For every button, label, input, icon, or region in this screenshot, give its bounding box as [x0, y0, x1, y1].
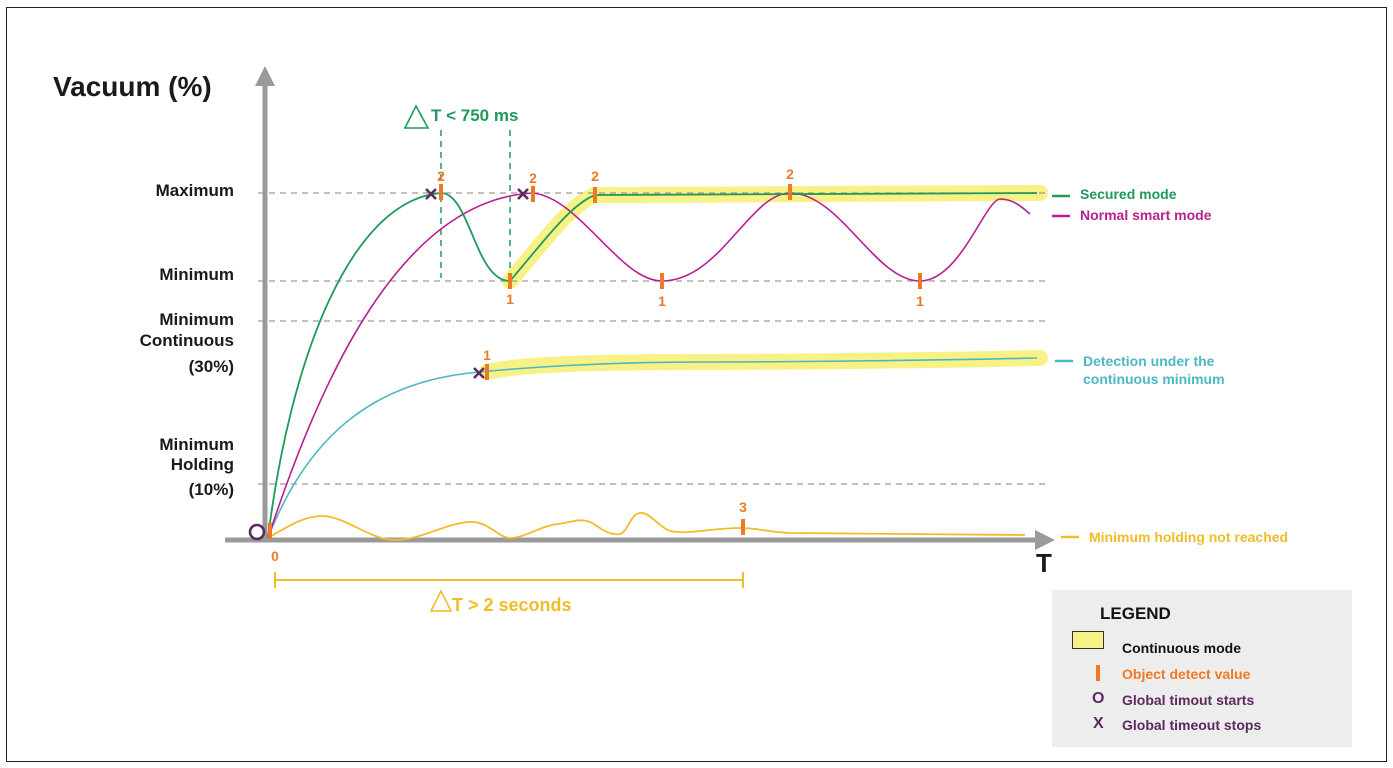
detect-mark-secured-min-1	[508, 273, 512, 289]
curve-minimum-holding	[267, 512, 1026, 541]
level-label-min-holding-1: Minimum	[159, 435, 234, 454]
timeout-stop-secured	[425, 188, 437, 200]
detect-mark-secured-rise-2	[593, 187, 597, 203]
timeout-stop-detection	[473, 367, 485, 379]
detect-mark-holding-3	[741, 519, 745, 535]
delta-t-long-label: T > 2 seconds	[452, 595, 572, 615]
detect-label-secured-rise-2: 2	[591, 168, 599, 184]
detect-label-normal-min-a-1: 1	[658, 293, 666, 309]
level-label-maximum: Maximum	[156, 181, 234, 200]
detect-label-secured-min-1: 1	[506, 291, 514, 307]
timeout-stop-normal	[517, 188, 529, 200]
detect-label-holding-3: 3	[739, 499, 747, 515]
delta-t-short-label: T < 750 ms	[431, 106, 518, 125]
legend-timeout-start-label: Global timout starts	[1122, 692, 1255, 708]
legend-timeout-stop-icon: X	[1093, 715, 1104, 732]
level-label-min-holding-3: (10%)	[189, 480, 234, 499]
x-axis-arrow	[1035, 530, 1055, 550]
level-label-min-continuous-1: Minimum	[159, 310, 234, 329]
detect-label-detection-1: 1	[483, 347, 491, 363]
detect-mark-normal-min-b-1	[918, 273, 922, 289]
legend-timeout-start-icon: O	[1092, 690, 1105, 707]
legend-continuous-label: Continuous mode	[1122, 640, 1241, 656]
detect-label-normal-peak-2: 2	[786, 166, 794, 182]
detect-mark-detection-1	[485, 364, 489, 380]
detect-mark-normal-2	[531, 186, 535, 202]
delta-t-long-triangle	[429, 589, 453, 612]
series-label-holding: Minimum holding not reached	[1089, 529, 1288, 545]
legend-panel: LEGEND Continuous mode Object detect val…	[1052, 590, 1352, 747]
curve-detection	[267, 357, 1038, 539]
delta-t-short-triangle	[403, 104, 430, 129]
origin-label: 0	[271, 548, 279, 564]
y-axis-title: Vacuum (%)	[53, 71, 212, 102]
series-label-secured: Secured mode	[1080, 186, 1177, 202]
series-label-detection-2: continuous minimum	[1083, 371, 1225, 387]
detect-label-normal-2: 2	[529, 170, 537, 186]
timeout-start-marker	[248, 523, 266, 541]
level-label-min-holding-2: Holding	[171, 455, 234, 474]
legend-detect-label: Object detect value	[1122, 666, 1251, 682]
detect-mark-normal-min-a-1	[660, 273, 664, 289]
legend-continuous-swatch	[1072, 631, 1104, 649]
continuous-band-secured	[502, 185, 1048, 289]
curve-normal-smart	[267, 192, 1031, 539]
series-label-normal: Normal smart mode	[1080, 207, 1212, 223]
legend-timeout-stop-label: Global timeout stops	[1122, 717, 1262, 733]
detect-label-secured-2: 2	[437, 168, 445, 184]
curve-secured	[267, 192, 1038, 539]
level-label-minimum: Minimum	[159, 265, 234, 284]
legend-detect-mark	[1096, 665, 1100, 681]
x-axis-title: T	[1036, 548, 1052, 578]
detect-mark-secured-2	[439, 184, 443, 200]
y-axis-arrow	[255, 66, 275, 86]
legend-title: LEGEND	[1100, 604, 1171, 623]
detect-label-normal-min-b-1: 1	[916, 293, 924, 309]
series-label-detection-1: Detection under the	[1083, 353, 1215, 369]
detect-mark-origin	[268, 523, 272, 539]
detect-mark-normal-peak-2	[788, 184, 792, 200]
level-label-min-continuous-2: Continuous	[140, 331, 234, 350]
level-label-min-continuous-3: (30%)	[189, 357, 234, 376]
